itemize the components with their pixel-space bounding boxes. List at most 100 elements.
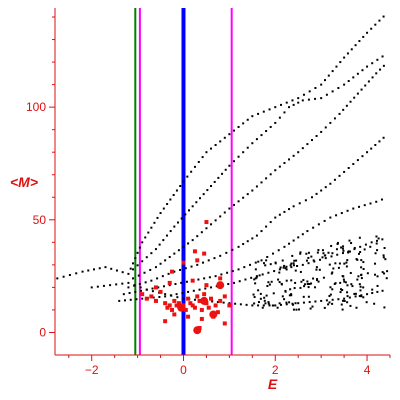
black-point bbox=[376, 290, 379, 293]
black-point bbox=[234, 302, 237, 305]
black-point bbox=[224, 168, 227, 171]
black-point bbox=[260, 134, 263, 137]
black-point bbox=[360, 273, 363, 276]
red-point bbox=[186, 314, 191, 319]
black-point bbox=[382, 254, 385, 257]
black-point bbox=[301, 263, 304, 266]
black-point bbox=[225, 251, 228, 254]
black-point bbox=[381, 238, 384, 241]
black-point bbox=[292, 205, 295, 208]
black-point bbox=[255, 185, 258, 188]
black-point bbox=[343, 299, 346, 302]
black-point bbox=[294, 269, 297, 272]
black-point bbox=[308, 283, 311, 286]
black-point bbox=[134, 290, 137, 293]
black-point bbox=[352, 76, 355, 79]
black-point bbox=[246, 118, 249, 121]
black-point bbox=[283, 298, 286, 301]
black-point bbox=[62, 275, 65, 278]
black-point bbox=[151, 290, 154, 293]
black-point bbox=[269, 173, 272, 176]
black-point bbox=[162, 207, 165, 210]
black-point bbox=[374, 23, 377, 26]
red-point bbox=[163, 301, 168, 306]
black-point bbox=[362, 35, 365, 38]
black-point bbox=[203, 277, 206, 280]
black-point bbox=[127, 272, 130, 275]
black-point bbox=[173, 270, 176, 273]
black-point bbox=[260, 181, 263, 184]
red-point bbox=[170, 269, 175, 274]
black-point bbox=[278, 281, 281, 284]
black-point bbox=[152, 296, 155, 299]
black-point bbox=[213, 257, 216, 260]
black-point bbox=[205, 227, 208, 230]
black-point bbox=[374, 273, 377, 276]
black-point bbox=[182, 297, 185, 300]
black-point bbox=[378, 140, 381, 143]
black-point bbox=[325, 93, 328, 96]
black-point bbox=[158, 295, 161, 298]
black-point bbox=[343, 262, 346, 265]
black-point bbox=[330, 272, 333, 275]
black-point bbox=[190, 265, 193, 268]
red-large-point bbox=[177, 303, 186, 312]
black-point bbox=[385, 277, 388, 280]
black-point bbox=[370, 241, 373, 244]
red-point bbox=[186, 296, 191, 301]
black-point bbox=[185, 280, 188, 283]
black-point bbox=[184, 267, 187, 270]
black-point bbox=[138, 283, 141, 286]
black-point bbox=[128, 292, 131, 295]
black-point bbox=[176, 296, 179, 299]
black-point bbox=[150, 226, 153, 229]
black-point bbox=[356, 92, 359, 95]
black-point bbox=[278, 268, 281, 271]
black-point bbox=[376, 58, 379, 61]
black-point bbox=[315, 192, 318, 195]
black-point bbox=[348, 296, 351, 299]
red-point bbox=[153, 298, 158, 303]
black-point bbox=[292, 264, 295, 267]
black-point bbox=[376, 284, 379, 287]
black-point bbox=[269, 125, 272, 128]
black-point bbox=[357, 275, 360, 278]
black-point bbox=[375, 239, 378, 242]
black-point bbox=[339, 281, 342, 284]
black-point bbox=[269, 263, 272, 266]
black-point bbox=[292, 308, 295, 311]
black-point bbox=[314, 286, 317, 289]
black-point bbox=[338, 112, 341, 115]
black-point bbox=[310, 196, 313, 199]
black-point bbox=[350, 48, 353, 51]
black-point bbox=[219, 140, 222, 143]
red-series bbox=[140, 220, 232, 335]
black-point bbox=[257, 112, 260, 115]
black-point bbox=[340, 246, 343, 249]
black-point bbox=[228, 133, 231, 136]
red-point bbox=[199, 307, 204, 312]
black-point bbox=[110, 267, 113, 270]
black-point bbox=[278, 165, 281, 168]
black-point bbox=[302, 295, 305, 298]
black-point bbox=[210, 147, 213, 150]
black-point bbox=[145, 256, 148, 259]
black-point bbox=[211, 300, 214, 303]
y-tick-label: 0 bbox=[39, 325, 46, 339]
black-point bbox=[339, 291, 342, 294]
black-point bbox=[133, 284, 136, 287]
black-point bbox=[375, 72, 378, 75]
black-point bbox=[291, 302, 294, 305]
black-point bbox=[250, 276, 253, 279]
black-point bbox=[375, 242, 378, 245]
black-point bbox=[297, 97, 300, 100]
red-point bbox=[176, 301, 181, 306]
black-point bbox=[242, 243, 245, 246]
black-point bbox=[121, 282, 124, 285]
black-point bbox=[207, 259, 210, 262]
black-point bbox=[363, 204, 366, 207]
black-point bbox=[296, 264, 299, 267]
black-point bbox=[197, 278, 200, 281]
black-point bbox=[364, 243, 367, 246]
